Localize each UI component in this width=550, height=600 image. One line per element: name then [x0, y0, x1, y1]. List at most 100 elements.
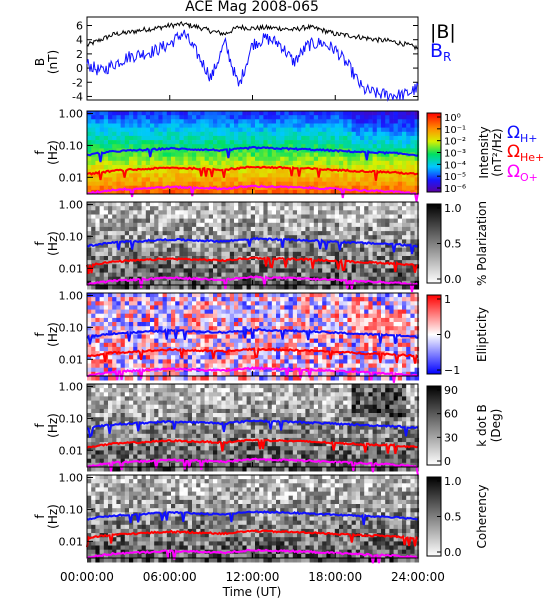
freq-yunit: (Hz) [46, 413, 60, 438]
colorbar-tick-label: −1 [444, 364, 460, 377]
colorbar-label: Ellipticity [475, 307, 489, 362]
colorbar-ellipticity: 1 0 −1 Ellipticity [426, 293, 489, 377]
field-ytick-label: 0 [76, 62, 83, 75]
freq-ytick-label: 0.01 [59, 262, 84, 275]
freq-ytick-label: 0.01 [59, 444, 84, 457]
line-he_plus [86, 347, 419, 364]
line-o_plus [86, 457, 419, 476]
freq-ytick-label: 0.10 [59, 412, 84, 425]
colorbar-tick-label: 10⁻⁴ [444, 160, 466, 171]
series-b_radial [86, 29, 419, 102]
colorbar-tick-label: 1 [444, 293, 451, 306]
colorbar-tick-label: 30 [444, 431, 458, 444]
colorbar-tick-label: 10⁻³ [444, 149, 466, 160]
series-b_total [86, 20, 419, 51]
line-o_plus [86, 275, 419, 293]
line-he_plus [86, 529, 419, 548]
colorbar-tick-label: 60 [444, 408, 458, 421]
line-o_plus [86, 366, 419, 383]
freq-ytick-label: 0.01 [59, 353, 84, 366]
field-ytick-label: 6 [76, 20, 83, 33]
freq-ylabel: f [33, 514, 47, 519]
xtick-label: 00:00:00 [60, 570, 114, 584]
line-he_plus [86, 438, 419, 454]
colorbar-tick-label: 0.5 [444, 238, 462, 251]
field-ytick-label: -2 [72, 76, 83, 89]
freq-ytick-label: 0.01 [59, 171, 84, 184]
freq-ytick-label: 1.00 [59, 290, 84, 303]
heatmap-cells [87, 202, 420, 290]
legend-b-total: |B| [430, 21, 456, 43]
panel-ellipticity: 1.00 0.10 0.01 f (Hz) 1 0 −1 Ellipticity [33, 290, 489, 383]
colorbar-label: Coherency [475, 484, 489, 548]
colorbar-tick-label: 0 [444, 329, 451, 342]
freq-ytick-label: 1.00 [59, 108, 84, 121]
colorbar-k-dot-B: 90 60 30 0 k dot B (Deg) [426, 384, 503, 468]
colorbar-tick-label: 0 [444, 455, 451, 468]
colorbar-label: Intensity [477, 126, 491, 178]
line-h_plus [86, 510, 419, 526]
freq-ylabel: f [33, 241, 47, 246]
xtick-label: 06:00:00 [143, 570, 197, 584]
colorbar-unit: (Deg) [489, 409, 503, 443]
legend-o-plus: ΩO+ [507, 162, 538, 184]
freq-ytick-label: 1.00 [59, 381, 84, 394]
xtick-label: 18:00:00 [308, 570, 362, 584]
line-h_plus [86, 145, 419, 163]
freq-yunit: (Hz) [46, 140, 60, 165]
colorbar-coherency: 1.0 0.5 0.0 Coherency [426, 475, 489, 559]
freq-yunit: (Hz) [46, 322, 60, 347]
colorbar-label: k dot B [475, 404, 489, 446]
panel-polarization: 1.00 0.10 0.01 f (Hz) 1.0 0.5 0.0 % Polarization [33, 199, 489, 293]
panel-spectrum: 1.00 0.10 0.01 f (Hz) 10⁰10⁻¹10⁻²10⁻³10⁻⁴10⁻⁵… [33, 108, 504, 202]
freq-ylabel: f [33, 332, 47, 337]
line-he_plus [86, 256, 419, 274]
heatmap-cells [87, 293, 420, 381]
field-ytick-label: -4 [72, 90, 83, 103]
line-h_plus [86, 327, 419, 345]
colorbar-label: % Polarization [475, 201, 489, 286]
colorbar-tick-label: 10⁻¹ [444, 125, 466, 136]
xaxis-label: Time (UT) [222, 585, 282, 599]
colorbar-unit: (nT²/Hz) [490, 128, 504, 176]
colorbar-polarization: 1.0 0.5 0.0 % Polarization [426, 201, 489, 286]
colorbar-tick-label: 1.0 [444, 202, 462, 215]
freq-ylabel: f [33, 150, 47, 155]
freq-ytick-label: 0.01 [59, 535, 84, 548]
line-o_plus [86, 548, 419, 564]
colorbar-tick-label: 10⁰ [444, 113, 461, 124]
colorbar-tick-label: 10⁻² [444, 137, 466, 148]
field-ylabel: B [33, 58, 47, 66]
xtick-label: 12:00:00 [226, 570, 280, 584]
legend-b-radial: BR [430, 40, 451, 64]
colorbar-tick-label: 1.0 [444, 475, 462, 488]
freq-ylabel: f [33, 423, 47, 428]
chart-title: ACE Mag 2008-065 [185, 0, 319, 15]
field-ytick-label: 4 [76, 34, 83, 47]
field-yunit: (nT) [46, 50, 60, 74]
legend-he-plus: ΩHe+ [507, 142, 544, 164]
colorbar-tick-label: 90 [444, 384, 458, 397]
ion-legend: ΩH+ ΩHe+ ΩO+ [507, 123, 544, 184]
line-h_plus [86, 419, 419, 439]
legend-h-plus: ΩH+ [507, 123, 538, 145]
freq-ytick-label: 0.10 [59, 230, 84, 243]
freq-ytick-label: 1.00 [59, 199, 84, 212]
colorbar-tick-label: 10⁻⁶ [444, 184, 466, 195]
xtick-label: 24:00:00 [391, 570, 445, 584]
panel-k-dot-B: 1.00 0.10 0.01 f (Hz) 90 60 30 0 k dot B (Deg) [33, 381, 503, 476]
line-o_plus [86, 184, 419, 202]
freq-ytick-label: 0.10 [59, 321, 84, 334]
freq-ytick-label: 0.10 [59, 139, 84, 152]
field-ytick-label: 2 [76, 48, 83, 61]
freq-ytick-label: 1.00 [59, 472, 84, 485]
freq-ytick-label: 0.10 [59, 503, 84, 516]
colorbar-tick-label: 0.5 [444, 511, 462, 524]
line-he_plus [86, 165, 419, 181]
panel-coherency: 1.00 0.10 0.01 f (Hz) 1.0 0.5 0.0 Coherency [33, 472, 489, 564]
colorbar-scale [426, 385, 442, 466]
colorbar-tick-label: 10⁻⁵ [444, 172, 466, 183]
